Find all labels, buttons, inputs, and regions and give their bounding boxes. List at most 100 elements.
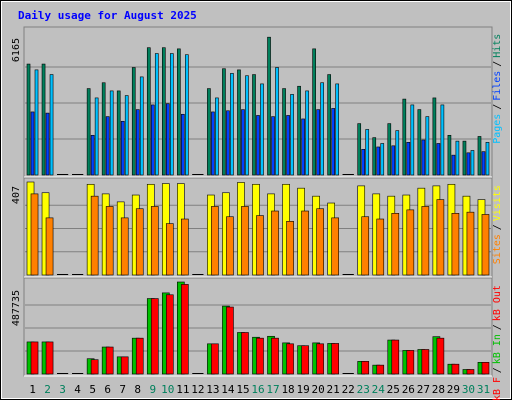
bar-pages-day-2 — [49, 74, 54, 176]
legend-kb-f: kB F — [492, 377, 503, 400]
bar-files-day-10 — [165, 103, 170, 176]
bar-pages-day-8 — [139, 76, 144, 176]
bar-hits-day-8 — [131, 67, 136, 176]
kb-legend-separator: / — [492, 324, 503, 330]
bar-sites-day-10 — [165, 223, 174, 276]
bar-kb-out-day-25 — [391, 339, 400, 375]
bar-pages-day-12 — [192, 174, 204, 175]
x-tick-label-day-30: 30 — [462, 383, 475, 396]
legend-visits: Visits — [492, 185, 503, 221]
legend-files: Files — [492, 71, 503, 101]
bar-pages-day-23 — [365, 129, 370, 176]
x-tick-label-day-29: 29 — [447, 383, 460, 396]
bar-hits-day-26 — [402, 98, 407, 176]
legend-sites: Sites — [492, 234, 503, 264]
bar-sites-day-15 — [241, 206, 249, 276]
bar-pages-day-6 — [109, 90, 114, 176]
bar-sites-day-5 — [90, 195, 99, 276]
bar-pages-day-30 — [470, 150, 475, 176]
legend-kb-out: kB Out — [492, 285, 503, 321]
bar-sites-day-12 — [192, 274, 204, 275]
bar-pages-day-3 — [57, 174, 69, 175]
x-tick-label-day-24: 24 — [372, 383, 386, 396]
bar-hits-day-13 — [207, 88, 211, 176]
bar-pages-day-7 — [124, 95, 129, 176]
bar-sites-day-16 — [256, 215, 264, 276]
bar-sites-day-21 — [331, 217, 339, 276]
bar-kb-out-day-24 — [376, 364, 385, 375]
bar-kb-out-day-31 — [481, 362, 490, 375]
x-tick-label-day-14: 14 — [221, 383, 235, 396]
x-tick-label-day-31: 31 — [477, 383, 490, 396]
x-tick-label-day-8: 8 — [134, 383, 141, 396]
bar-files-day-31 — [481, 151, 486, 176]
bar-hits-day-17 — [267, 36, 271, 176]
x-tick-label-day-4: 4 — [74, 383, 81, 396]
bar-hits-day-25 — [387, 123, 392, 176]
bar-files-day-29 — [451, 154, 456, 176]
x-tick-label-day-27: 27 — [417, 383, 430, 396]
x-tick-label-day-16: 16 — [251, 383, 264, 396]
bar-files-day-11 — [181, 113, 185, 176]
bar-kb-out-day-15 — [241, 332, 249, 375]
bar-pages-day-1 — [34, 69, 39, 176]
bar-files-day-26 — [406, 141, 411, 176]
bar-hits-day-14 — [222, 68, 226, 176]
x-tick-label-day-11: 11 — [176, 383, 189, 396]
bar-pages-day-18 — [290, 94, 294, 176]
bar-pages-day-19 — [305, 90, 309, 176]
x-tick-label-day-20: 20 — [312, 383, 325, 396]
x-tick-label-day-12: 12 — [191, 383, 204, 396]
bar-pages-day-17 — [275, 67, 279, 176]
bar-sites-day-20 — [316, 208, 324, 276]
bar-pages-day-22 — [342, 174, 354, 175]
bar-hits-day-27 — [417, 109, 422, 176]
visits-sites-legend-separator: / — [492, 224, 503, 230]
bar-kb-out-day-9 — [150, 298, 159, 375]
legend-hits: Hits — [492, 34, 503, 58]
x-tick-label-day-3: 3 — [59, 383, 66, 396]
bar-hits-day-5 — [86, 88, 91, 176]
bar-hits-day-2 — [41, 63, 46, 176]
hits-files-pages-legend-separator: / — [492, 104, 503, 110]
bar-hits-day-29 — [447, 134, 452, 176]
visits-sites-panel: 407 Visits / Sites — [11, 177, 503, 278]
bar-kb-out-day-3 — [57, 373, 69, 374]
bar-files-day-30 — [466, 152, 471, 176]
bar-pages-day-16 — [260, 83, 264, 176]
bar-sites-day-22 — [342, 274, 354, 275]
bar-files-day-1 — [30, 111, 35, 176]
bar-hits-day-15 — [237, 69, 241, 176]
bar-sites-day-14 — [226, 216, 234, 276]
x-tick-label-day-13: 13 — [206, 383, 219, 396]
chart-title: Daily usage for August 2025 — [18, 9, 197, 22]
bar-files-day-25 — [391, 145, 396, 176]
kb-panel: 487735 kB Out / kB In / kB F — [11, 277, 503, 401]
bar-kb-out-day-21 — [331, 343, 339, 375]
x-tick-label-day-1: 1 — [29, 383, 36, 396]
bar-sites-day-1 — [30, 193, 39, 276]
bar-sites-day-25 — [391, 213, 400, 276]
bar-files-day-6 — [105, 116, 110, 176]
bar-kb-out-day-16 — [256, 337, 264, 375]
x-tick-label-day-6: 6 — [104, 383, 111, 396]
bar-files-day-16 — [256, 115, 260, 176]
bar-sites-day-24 — [376, 218, 385, 276]
bar-pages-day-9 — [154, 53, 159, 176]
bar-sites-day-23 — [361, 216, 370, 276]
bar-pages-day-14 — [230, 73, 234, 176]
bar-sites-day-9 — [150, 206, 159, 276]
bar-pages-day-21 — [335, 83, 339, 176]
x-tick-label-day-2: 2 — [44, 383, 51, 396]
bar-pages-day-20 — [320, 82, 324, 176]
bar-sites-day-4 — [72, 274, 84, 275]
bar-files-day-28 — [436, 143, 441, 176]
bar-pages-day-5 — [94, 97, 99, 176]
bar-sites-day-7 — [120, 217, 129, 276]
bar-pages-day-28 — [440, 104, 445, 176]
bar-kb-out-day-7 — [120, 356, 129, 375]
hits-files-pages-legend: Hits / Files / Pages — [492, 34, 503, 144]
bar-sites-day-26 — [406, 209, 415, 276]
bar-sites-day-27 — [421, 206, 430, 276]
